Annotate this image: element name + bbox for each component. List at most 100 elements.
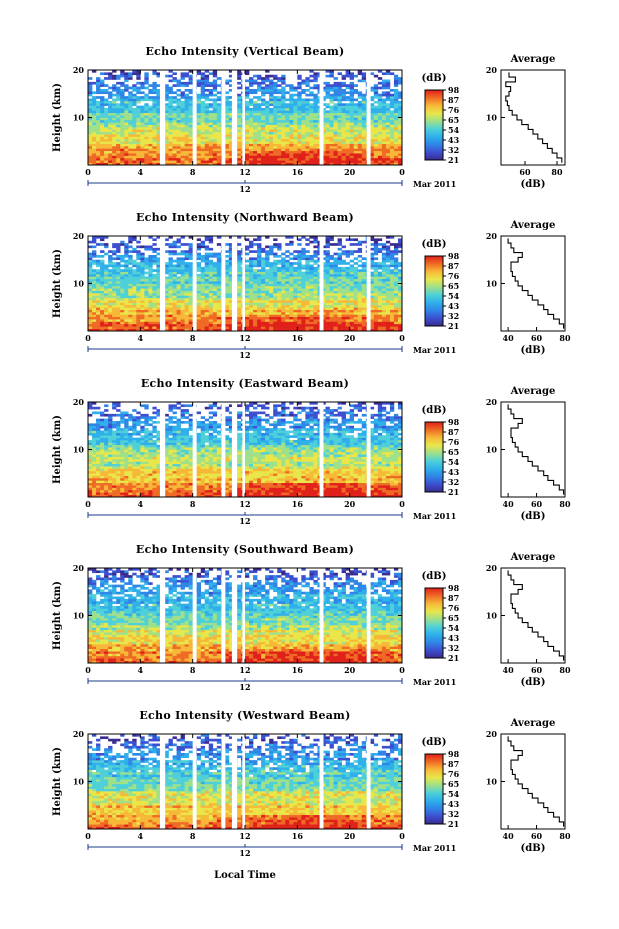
colorbar-tick-label: 54 (448, 623, 460, 633)
data-gap (160, 70, 165, 165)
profile-title: Average (510, 552, 556, 563)
profile-x-tick-label: 60 (531, 333, 543, 343)
y-axis-label: Height (km) (52, 415, 63, 484)
heatmap (88, 70, 402, 165)
colorbar-tick-label: 87 (448, 95, 459, 105)
data-gap (221, 568, 225, 663)
date-tick-label: 12 (239, 516, 250, 526)
y-tick-label: 20 (73, 231, 85, 241)
colorbar-tick-label: 32 (448, 477, 459, 487)
colorbar-tick-label: 76 (448, 769, 460, 779)
data-gap (242, 568, 245, 663)
profile-line (508, 736, 563, 826)
heatmap (88, 734, 402, 829)
x-tick-label: 20 (344, 333, 356, 343)
colorbar-tick-label: 54 (448, 291, 460, 301)
profile-frame (501, 70, 565, 165)
colorbar-tick-label: 87 (448, 427, 459, 437)
profile-x-tick-label: 80 (551, 167, 563, 177)
x-tick-label: 0 (85, 499, 91, 509)
data-gap (242, 734, 245, 829)
data-gap (160, 402, 165, 497)
profile-x-tick-label: 40 (503, 665, 515, 675)
panel-1: Echo Intensity (Vertical Beam)2010Height… (52, 45, 565, 194)
colorbar-unit: (dB) (422, 737, 447, 748)
profile-x-tick-label: 40 (503, 499, 515, 509)
colorbar-tick-label: 98 (448, 749, 460, 759)
profile-x-tick-label: 80 (559, 333, 571, 343)
profile-frame (501, 734, 565, 829)
data-gap (221, 402, 225, 497)
x-tick-label: 12 (239, 499, 250, 509)
colorbar-tick-label: 65 (448, 779, 459, 789)
profile-y-tick-label: 20 (486, 563, 498, 573)
y-tick-label: 10 (73, 611, 85, 621)
profile-x-tick-label: 60 (531, 665, 543, 675)
date-label: Mar 2011 (413, 843, 456, 853)
profile-x-label: (dB) (521, 179, 546, 190)
colorbar-tick-label: 76 (448, 437, 460, 447)
profile-title: Average (510, 718, 556, 729)
date-label: Mar 2011 (413, 345, 456, 355)
data-gap (242, 402, 245, 497)
x-tick-label: 8 (190, 665, 196, 675)
profile-y-tick-label: 10 (486, 279, 498, 289)
colorbar-tick-label: 32 (448, 809, 459, 819)
profile-y-tick-label: 20 (486, 397, 498, 407)
x-tick-label: 4 (138, 499, 144, 509)
x-tick-label: 0 (85, 333, 91, 343)
x-tick-label: 20 (344, 665, 356, 675)
date-tick-label: 12 (239, 848, 250, 858)
data-gap (221, 236, 225, 331)
profile-line (508, 238, 563, 328)
x-tick-label: 8 (190, 333, 196, 343)
profile-y-tick-label: 10 (486, 445, 498, 455)
colorbar-tick-label: 76 (448, 603, 460, 613)
profile-frame (501, 236, 565, 331)
colorbar-unit: (dB) (422, 571, 447, 582)
panel-3: Echo Intensity (Eastward Beam) 20 10 Height… (52, 377, 571, 526)
panel-2: Echo Intensity (Northward Beam)2010Heigh… (52, 211, 571, 360)
profile-x-tick-label: 60 (531, 499, 543, 509)
x-tick-label: 12 (239, 831, 250, 841)
y-tick-label: 10 (73, 279, 85, 289)
x-tick-label: 16 (292, 333, 304, 343)
colorbar-unit: (dB) (422, 73, 447, 84)
profile-y-tick-label: 20 (486, 231, 498, 241)
profile-title: Average (510, 386, 556, 397)
colorbar (425, 256, 443, 326)
x-tick-label: 20 (344, 499, 356, 509)
y-tick-label: 10 (73, 445, 85, 455)
colorbar-tick-label: 43 (448, 301, 460, 311)
colorbar-tick-label: 98 (448, 417, 460, 427)
data-gap (232, 70, 237, 165)
colorbar-tick-label: 65 (448, 115, 459, 125)
data-gap (193, 70, 197, 165)
colorbar-tick-label: 21 (448, 155, 459, 165)
y-axis-label: Height (km) (52, 747, 63, 816)
data-gap (320, 70, 324, 165)
x-tick-label: 4 (138, 831, 144, 841)
data-gap (320, 734, 324, 829)
colorbar (425, 588, 443, 658)
date-tick-label: 12 (239, 350, 250, 360)
profile-x-tick-label: 80 (559, 665, 571, 675)
x-tick-label: 8 (190, 167, 196, 177)
heatmap (88, 568, 402, 663)
profile-x-tick-label: 40 (503, 831, 515, 841)
x-tick-label: 0 (399, 831, 405, 841)
colorbar-tick-label: 43 (448, 135, 460, 145)
profile-x-tick-label: 80 (559, 831, 571, 841)
colorbar-tick-label: 98 (448, 251, 460, 261)
x-tick-label: 16 (292, 499, 304, 509)
panel-4: Echo Intensity (Southward Beam)2010Heigh… (52, 543, 571, 692)
panel-title: Echo Intensity (Eastward Beam) (141, 377, 349, 390)
data-gap (193, 236, 197, 331)
date-label: Mar 2011 (413, 511, 456, 521)
data-gap (221, 734, 225, 829)
data-gap (232, 568, 237, 663)
profile-x-label: (dB) (521, 843, 546, 854)
data-gap (193, 734, 197, 829)
x-tick-label: 8 (190, 831, 196, 841)
